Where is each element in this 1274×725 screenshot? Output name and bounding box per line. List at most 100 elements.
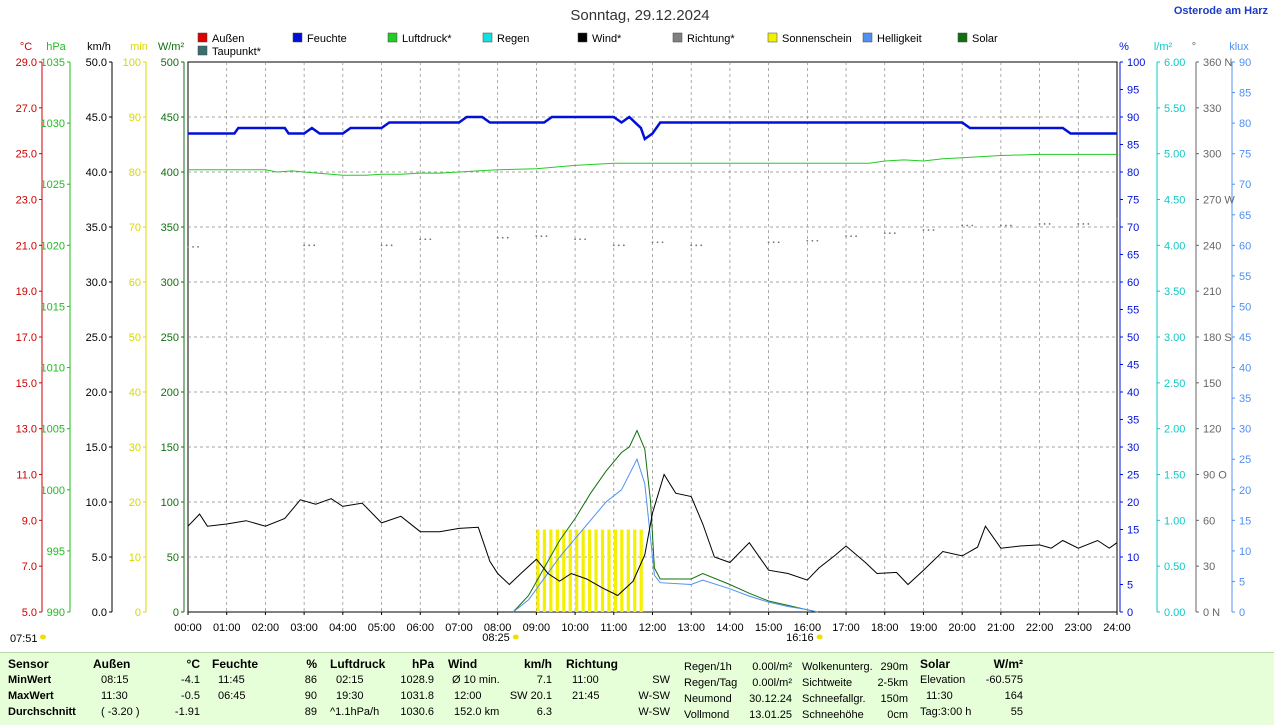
aussen-min-value: -4.1 [181, 674, 200, 686]
direction-dot [187, 245, 189, 248]
luftdruck-trend: ^1.1hPa/h [330, 706, 380, 718]
summary-table: Sensor MinWert MaxWert Durchschnitt Auße… [0, 652, 1274, 725]
sun-start-label: 08:25 [482, 632, 510, 644]
plot-grid [187, 61, 1118, 613]
right-axis-label: 60 [1203, 515, 1215, 527]
legend-label: Luftdruck* [402, 33, 452, 45]
left-axis-label: 40 [129, 387, 141, 399]
direction-dot [308, 244, 311, 247]
right-axis-label: 55 [1127, 305, 1139, 317]
luftdruck-min-value: 1028.9 [400, 674, 434, 686]
sunshine-bar [542, 529, 547, 612]
sun-end-label: 16:16 [786, 632, 814, 644]
direction-dot [496, 236, 499, 239]
sunshine-bar [613, 529, 618, 612]
sicht-value: 2-5km [877, 677, 908, 689]
luftdruck-header: Luftdruck [330, 657, 386, 671]
solar-max-time: 11:30 [926, 690, 953, 702]
feuchte-avg-value: 89 [304, 706, 317, 718]
direction-dot [961, 224, 964, 227]
wind-avg-value: 6.3 [536, 706, 552, 718]
direction-dot [622, 244, 625, 247]
right-axis-label: 55 [1239, 271, 1251, 283]
wind-distance: 152.0 km [454, 706, 500, 718]
direction-dot [888, 232, 891, 235]
right-axis-label: 80 [1127, 167, 1139, 179]
x-axis-label: 21:00 [987, 622, 1015, 634]
vollmond-label: Vollmond [684, 709, 730, 721]
left-axis-label: 1000 [41, 485, 65, 497]
direction-dot [390, 244, 393, 247]
direction-dot [419, 238, 422, 241]
left-axis-label: 995 [47, 546, 65, 558]
solar-header: Solar [920, 657, 951, 671]
regen-1h-value: 0.00l/m² [752, 661, 792, 673]
direction-dot [932, 229, 935, 231]
right-axis-label: 50 [1127, 332, 1139, 344]
direction-dot [313, 244, 316, 247]
left-axis-unit: hPa [46, 41, 66, 53]
aussen-header: Außen [93, 657, 131, 671]
left-axis-label: 21.0 [16, 240, 37, 252]
right-axis-label: 100 [1127, 57, 1145, 69]
legend-label: Taupunkt* [212, 46, 262, 58]
left-axis-label: 27.0 [16, 103, 37, 115]
solar-day-value: 55 [1010, 706, 1023, 718]
wind-avg10-label: Ø 10 min. [452, 674, 500, 686]
legend-label: Solar [972, 33, 998, 45]
wind-unit: km/h [523, 657, 552, 671]
sunshine-bar [600, 529, 605, 612]
wolken-column: Wolkenunterg. 290m Sichtweite 2-5km Schnee… [802, 659, 908, 723]
direction-dot [811, 239, 814, 242]
direction-dot [545, 235, 548, 238]
wolken-value: 290m [880, 661, 908, 673]
sicht-label: Sichtweite [802, 677, 853, 689]
right-axis-label: 95 [1127, 85, 1139, 97]
left-axis-label: 25.0 [16, 149, 37, 161]
station-name: Osterode am Harz [1173, 5, 1268, 17]
left-axis-label: 9.0 [22, 515, 37, 527]
aussen-min-time: 08:15 [101, 674, 129, 686]
direction-dot [883, 232, 886, 235]
right-axis-unit: % [1119, 41, 1129, 53]
right-axis-label: 10 [1239, 546, 1251, 558]
solar-unit: W/m² [993, 657, 1023, 671]
left-axis-label: 1035 [41, 57, 65, 69]
feuchte-column: Feuchte% 11:45 86 06:45 90 89 [212, 656, 317, 720]
direction-dot [612, 244, 615, 247]
left-axis-label: 50 [167, 552, 179, 564]
right-axis-label: 0 [1239, 607, 1245, 619]
right-axis-label: 60 [1239, 240, 1251, 252]
luftdruck-min-time: 02:15 [336, 674, 364, 686]
right-axis-label: 90 [1127, 112, 1139, 124]
direction-dot [772, 241, 775, 244]
sunshine-bar [555, 529, 559, 612]
x-axis-label: 19:00 [910, 622, 938, 634]
direction-dot [893, 232, 896, 235]
right-axis-label: 90 O [1203, 470, 1227, 482]
pressure-line [188, 153, 1117, 176]
schneefall-value: 150m [880, 693, 908, 705]
direction-dot [651, 241, 654, 244]
left-axis-label: 20 [129, 497, 141, 509]
neumond-value: 30.12.24 [749, 693, 792, 705]
direction-dot [424, 238, 427, 241]
right-axis-label: 5 [1239, 576, 1245, 588]
legend-swatch [577, 32, 588, 43]
left-axis-label: 0.0 [92, 607, 107, 619]
regen-column: Regen/1h 0.00l/m² Regen/Tag 0.00l/m² Neumo… [684, 659, 792, 723]
feuchte-max-value: 90 [304, 690, 317, 702]
direction-dot [850, 235, 852, 238]
direction-dot [1077, 223, 1080, 225]
left-axis-label: 60 [129, 277, 141, 289]
x-axis-label: 20:00 [948, 622, 976, 634]
right-axis-label: 0 N [1203, 607, 1220, 619]
direction-dot [1005, 224, 1007, 227]
left-axis-label: 50 [129, 332, 141, 344]
direction-dot [584, 238, 587, 241]
direction-dot [971, 224, 974, 227]
left-axis-label: 500 [161, 57, 179, 69]
x-axis-label: 03:00 [290, 622, 318, 634]
wind-line [187, 473, 1118, 597]
sunshine-bar [607, 529, 611, 612]
